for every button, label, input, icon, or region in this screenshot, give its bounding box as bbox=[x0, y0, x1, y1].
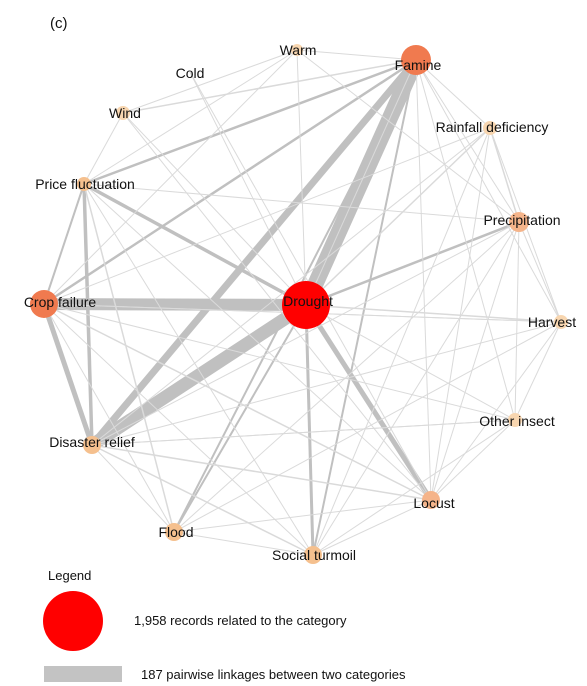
edge-drought-rainfall-deficiency bbox=[305, 127, 491, 306]
edge-precipitation-locust bbox=[430, 221, 520, 501]
legend: Legend 1,958 records related to the cate… bbox=[43, 568, 406, 682]
edge-disaster-relief-other-insect bbox=[91, 419, 516, 446]
edge-drought-locust bbox=[303, 303, 434, 502]
node-flood bbox=[165, 523, 183, 541]
edge-drought-disaster-relief bbox=[88, 299, 310, 451]
edge-other-insect-social-turmoil bbox=[312, 419, 516, 556]
node-drought bbox=[282, 281, 330, 329]
label-layer: Drought Famine Crop failure Price fluctuati… bbox=[24, 42, 576, 563]
edge-social-turmoil-crop-failure bbox=[43, 303, 314, 556]
edge-crop-failure-locust bbox=[43, 303, 432, 501]
legend-title: Legend bbox=[48, 568, 91, 583]
node-warm bbox=[291, 44, 303, 56]
node-crop-failure bbox=[30, 290, 58, 318]
edge-warm-wind bbox=[122, 49, 298, 114]
edge-flood-crop-failure bbox=[43, 303, 175, 533]
node-label-precipitation: Precipitation bbox=[483, 212, 560, 228]
edge-price-fluctuation-precipitation bbox=[83, 183, 520, 223]
edge-warm-crop-failure bbox=[43, 49, 298, 305]
edge-drought-flood bbox=[173, 304, 307, 533]
edge-warm-price-fluctuation bbox=[83, 49, 298, 185]
node-label-rainfall-deficiency: Rainfall deficiency bbox=[436, 119, 549, 135]
node-label-disaster-relief: Disaster relief bbox=[49, 434, 135, 450]
node-label-social-turmoil: Social turmoil bbox=[272, 547, 356, 563]
edge-harvest-flood bbox=[173, 321, 562, 533]
legend-node-symbol bbox=[43, 591, 103, 651]
edge-harvest-disaster-relief bbox=[91, 321, 562, 446]
node-precipitation bbox=[509, 212, 529, 232]
edge-drought-precipitation bbox=[305, 220, 520, 307]
edge-price-fluctuation-locust bbox=[83, 183, 432, 501]
edge-warm-precipitation bbox=[296, 49, 520, 223]
edge-locust-flood bbox=[173, 499, 432, 533]
edge-drought-social-turmoil bbox=[304, 304, 315, 556]
node-label-warm: Warm bbox=[280, 42, 317, 58]
legend-edge-text: 187 pairwise linkages between two catego… bbox=[141, 667, 406, 682]
edge-rainfall-deficiency-precipitation bbox=[489, 127, 520, 223]
edge-crop-failure-disaster-relief bbox=[41, 303, 95, 446]
edge-famine-price-fluctuation bbox=[83, 58, 417, 186]
edge-famine-locust bbox=[415, 59, 432, 501]
edge-wind-locust bbox=[122, 112, 432, 501]
edge-famine-rainfall-deficiency bbox=[415, 59, 491, 129]
node-label-wind: Wind bbox=[109, 105, 141, 121]
node-locust bbox=[422, 491, 440, 509]
edge-precipitation-flood bbox=[173, 221, 520, 533]
edge-famine-wind bbox=[122, 59, 417, 114]
node-price-fluctuation bbox=[77, 177, 91, 191]
edge-precipitation-harvest bbox=[518, 221, 562, 323]
edge-rainfall-deficiency-crop-failure bbox=[43, 127, 491, 305]
node-label-cold: Cold bbox=[176, 65, 205, 81]
edge-price-fluctuation-social-turmoil bbox=[83, 183, 314, 556]
panel-label: (c) bbox=[50, 15, 68, 32]
edge-harvest-locust bbox=[430, 321, 562, 501]
edge-disaster-relief-precipitation bbox=[91, 221, 520, 446]
edge-precipitation-other-insect bbox=[514, 221, 520, 421]
node-label-price-fluctuation: Price fluctuation bbox=[35, 176, 135, 192]
node-rainfall-deficiency bbox=[483, 121, 497, 135]
node-social-turmoil bbox=[304, 546, 322, 564]
edge-harvest-other-insect bbox=[514, 321, 562, 421]
edge-wind-price-fluctuation bbox=[83, 112, 124, 185]
node-label-locust: Locust bbox=[413, 495, 454, 511]
edge-wind-drought bbox=[122, 112, 307, 306]
legend-node-text: 1,958 records related to the category bbox=[134, 613, 347, 628]
edge-price-fluctuation-flood bbox=[83, 183, 175, 533]
edge-flood-disaster-relief bbox=[91, 444, 175, 533]
edge-famine-harvest bbox=[415, 59, 562, 323]
edge-rainfall-deficiency-locust bbox=[430, 127, 491, 501]
node-label-famine: Famine bbox=[395, 57, 442, 73]
edge-precipitation-social-turmoil bbox=[312, 221, 520, 556]
node-disaster-relief bbox=[83, 436, 101, 454]
edge-drought-harvest bbox=[305, 304, 562, 323]
edge-other-insect-locust bbox=[430, 419, 516, 501]
edge-drought-other-insect bbox=[305, 304, 516, 421]
node-wind bbox=[116, 106, 130, 120]
edge-famine-crop-failure bbox=[43, 58, 417, 306]
edge-famine-other-insect bbox=[415, 59, 516, 421]
edge-social-turmoil-flood bbox=[173, 531, 314, 556]
node-label-other-insect: Other insect bbox=[479, 413, 555, 429]
node-label-flood: Flood bbox=[158, 524, 193, 540]
edge-disaster-relief-social-turmoil bbox=[91, 444, 314, 556]
edge-famine-drought bbox=[305, 59, 417, 306]
edge-famine-warm bbox=[296, 49, 417, 61]
node-label-drought: Drought bbox=[283, 293, 333, 309]
node-famine bbox=[401, 45, 431, 75]
edge-locust-social-turmoil bbox=[312, 499, 432, 556]
node-label-crop-failure: Crop failure bbox=[24, 294, 97, 310]
edge-famine-social-turmoil bbox=[312, 59, 417, 556]
edge-rainfall-deficiency-social-turmoil bbox=[312, 127, 491, 556]
edge-crop-failure-price-fluctuation bbox=[43, 183, 85, 305]
node-label-harvest: Harvest bbox=[528, 314, 576, 330]
node-other-insect bbox=[508, 413, 522, 427]
node-harvest bbox=[554, 315, 568, 329]
edge-famine-precipitation bbox=[415, 59, 520, 223]
edge-cold-drought bbox=[189, 71, 307, 306]
edge-famine-disaster-relief bbox=[89, 57, 419, 448]
edge-warm-drought bbox=[296, 49, 307, 306]
node-layer bbox=[30, 44, 568, 564]
legend-edge-symbol bbox=[44, 666, 122, 682]
